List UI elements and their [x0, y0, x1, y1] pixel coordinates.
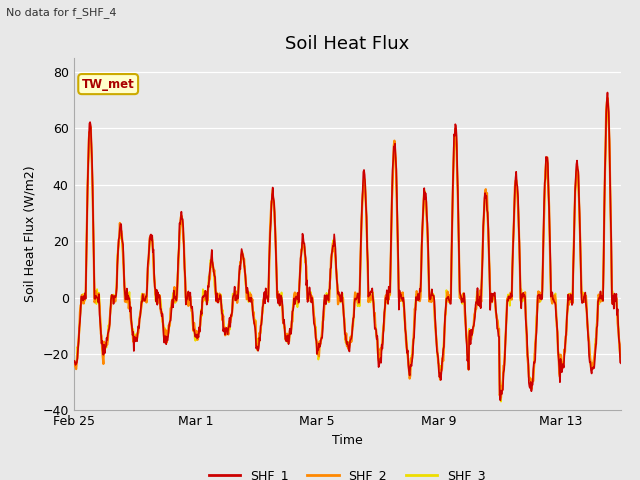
Legend: SHF_1, SHF_2, SHF_3: SHF_1, SHF_2, SHF_3 [204, 464, 491, 480]
X-axis label: Time: Time [332, 434, 363, 447]
Text: TW_met: TW_met [82, 78, 134, 91]
Title: Soil Heat Flux: Soil Heat Flux [285, 35, 410, 53]
Text: No data for f_SHF_4: No data for f_SHF_4 [6, 7, 117, 18]
Y-axis label: Soil Heat Flux (W/m2): Soil Heat Flux (W/m2) [24, 166, 37, 302]
